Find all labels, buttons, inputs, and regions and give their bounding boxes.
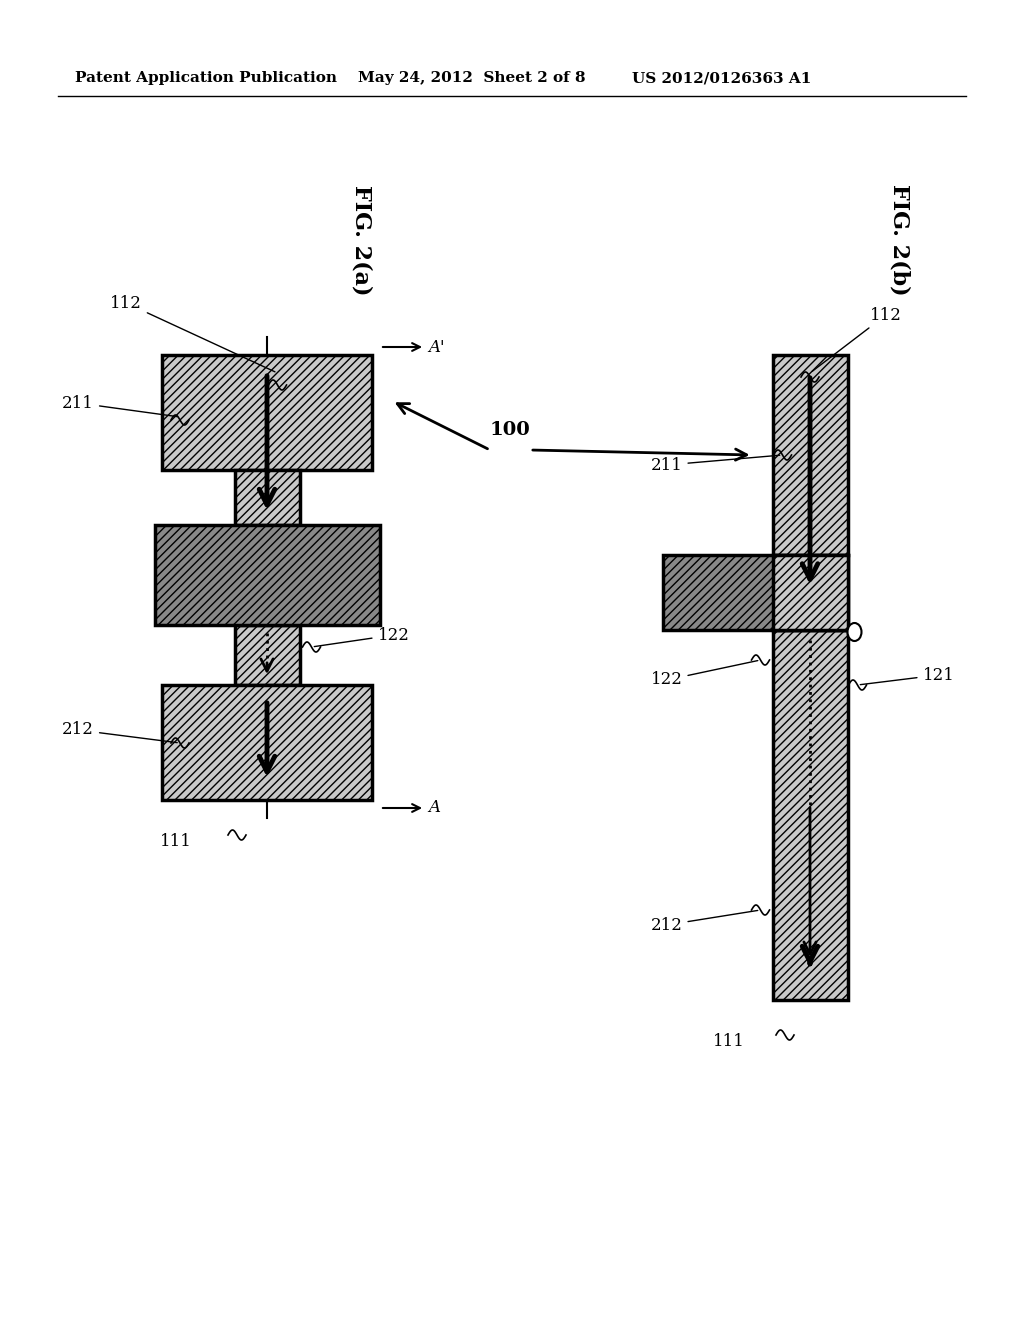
Bar — [234, 470, 299, 525]
Bar — [162, 355, 372, 470]
Text: FIG. 2(b): FIG. 2(b) — [889, 185, 911, 296]
Text: 122: 122 — [314, 627, 410, 647]
Text: 100: 100 — [489, 421, 530, 440]
Text: May 24, 2012  Sheet 2 of 8: May 24, 2012 Sheet 2 of 8 — [358, 71, 586, 84]
Text: A': A' — [428, 338, 444, 355]
Text: 112: 112 — [111, 294, 275, 372]
Text: 112: 112 — [812, 306, 902, 371]
Bar — [155, 525, 380, 624]
Bar — [663, 554, 848, 630]
Text: Patent Application Publication: Patent Application Publication — [75, 71, 337, 84]
Text: A: A — [428, 800, 440, 817]
Bar — [772, 355, 848, 554]
Text: 111: 111 — [160, 833, 193, 850]
Text: 212: 212 — [62, 722, 177, 743]
Bar — [234, 624, 299, 685]
Text: 212: 212 — [650, 911, 758, 933]
Text: 121: 121 — [860, 667, 954, 685]
Bar — [772, 630, 848, 1001]
Text: FIG. 2(a): FIG. 2(a) — [351, 185, 373, 296]
Text: 111: 111 — [713, 1034, 745, 1051]
Ellipse shape — [848, 623, 861, 642]
Text: 211: 211 — [62, 395, 177, 417]
Bar — [162, 685, 372, 800]
Bar — [772, 554, 848, 630]
Text: US 2012/0126363 A1: US 2012/0126363 A1 — [632, 71, 811, 84]
Text: 211: 211 — [650, 455, 779, 474]
Text: 122: 122 — [650, 660, 758, 689]
